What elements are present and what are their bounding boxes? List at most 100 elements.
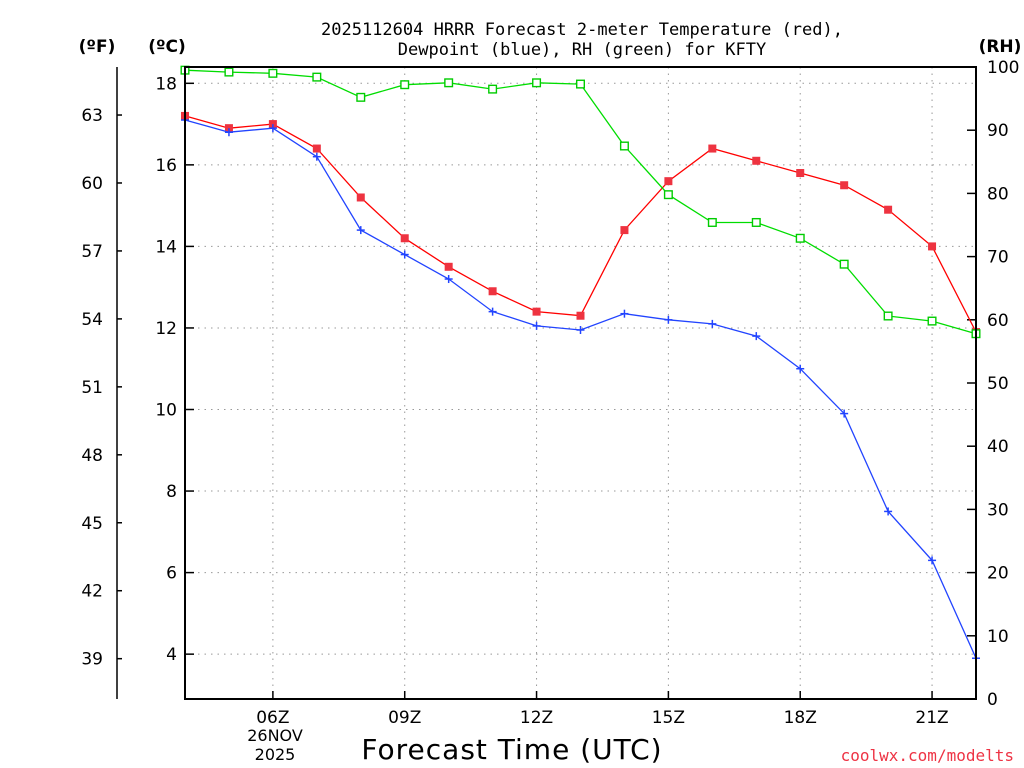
date-day-label: 26NOV	[247, 726, 303, 745]
series-layer	[180, 65, 981, 663]
time-tick-label: 12Z	[520, 708, 553, 728]
2-meter-temperature-point	[752, 156, 761, 165]
dewpoint-point	[884, 507, 893, 516]
celsius-unit-label: (ºC)	[148, 37, 186, 57]
fahrenheit-tick-label: 60	[81, 174, 103, 194]
fahrenheit-tick-label: 57	[81, 242, 103, 262]
rh-tick-label: 90	[987, 121, 1009, 141]
dewpoint-point	[664, 315, 673, 324]
2-meter-temperature-point	[884, 205, 893, 214]
rh-tick-label: 0	[987, 690, 998, 710]
celsius-tick-label: 12	[155, 319, 177, 339]
dewpoint-point	[356, 226, 365, 235]
fahrenheit-tick-label: 42	[81, 582, 103, 602]
time-tick-label: 18Z	[784, 708, 817, 728]
2-meter-temperature-point	[532, 307, 541, 316]
rh-point	[883, 311, 893, 321]
dewpoint-point	[400, 250, 409, 259]
dewpoint-point	[224, 128, 233, 137]
dewpoint-point	[840, 409, 849, 418]
2-meter-temperature-point	[576, 311, 585, 320]
rh-point	[839, 259, 849, 269]
dewpoint-line	[184, 119, 977, 659]
credit-text: coolwx.com/modelts	[841, 746, 1014, 765]
rh-tick-label: 100	[987, 58, 1019, 78]
2-meter-temperature-point	[224, 124, 233, 133]
celsius-tick-label: 6	[166, 564, 177, 584]
rh-point	[751, 217, 761, 227]
rh-tick-label: 40	[987, 437, 1009, 457]
fahrenheit-tick-label: 51	[81, 378, 103, 398]
rh-point	[312, 72, 322, 82]
rh-tick-label: 60	[987, 311, 1009, 331]
dewpoint-point	[752, 332, 761, 341]
dewpoint-point	[928, 556, 937, 565]
plot-frame	[184, 66, 977, 700]
rh-point	[795, 233, 805, 243]
2-meter-temperature-point	[488, 287, 497, 296]
celsius-tick-label: 18	[155, 74, 177, 94]
chart-title-line-2: Dewpoint (blue), RH (green) for KFTY	[398, 40, 766, 60]
2-meter-temperature-point	[928, 242, 937, 251]
rh-line	[184, 69, 977, 335]
rh-point	[707, 217, 717, 227]
dewpoint-point	[796, 364, 805, 373]
celsius-tick-label: 4	[166, 645, 177, 665]
2-meter-temperature-point	[664, 177, 673, 186]
rh-point	[356, 92, 366, 102]
dewpoint-point	[488, 307, 497, 316]
dewpoint-point	[708, 319, 717, 328]
celsius-tick-label: 8	[166, 482, 177, 502]
2-meter-temperature-point	[400, 234, 409, 243]
rh-unit-label: (RH)	[979, 37, 1022, 57]
fahrenheit-tick-label: 45	[81, 514, 103, 534]
rh-point	[927, 316, 937, 326]
time-axis: 06Z 09Z 12Z 15Z 18Z 21Z	[256, 691, 949, 728]
rh-point	[532, 78, 542, 88]
rh-point	[488, 84, 498, 94]
gridlines	[185, 67, 976, 699]
rh-axis: 0 10 20 30 40 50 60 70 80 90 100	[967, 58, 1019, 710]
rh-tick-label: 10	[987, 627, 1009, 647]
2-meter-temperature-point	[620, 226, 629, 235]
fahrenheit-tick-label: 39	[81, 650, 103, 670]
rh-point	[268, 68, 278, 78]
dewpoint-point	[620, 309, 629, 318]
celsius-tick-label: 14	[155, 237, 177, 257]
rh-point	[400, 80, 410, 90]
fahrenheit-unit-label: (ºF)	[79, 37, 116, 57]
dewpoint-point	[532, 321, 541, 330]
rh-tick-label: 70	[987, 248, 1009, 268]
rh-tick-label: 30	[987, 500, 1009, 520]
fahrenheit-tick-label: 54	[81, 310, 103, 330]
2-meter-temperature-point	[840, 181, 849, 190]
rh-tick-label: 20	[987, 564, 1009, 584]
rh-point	[224, 67, 234, 77]
celsius-tick-label: 10	[155, 401, 177, 421]
fahrenheit-tick-label: 48	[81, 446, 103, 466]
time-tick-label: 09Z	[388, 708, 421, 728]
2-meter-temperature-point	[312, 144, 321, 153]
rh-tick-label: 80	[987, 184, 1009, 204]
2-meter-temperature-point	[796, 169, 805, 178]
dewpoint-point	[312, 152, 321, 161]
time-tick-label: 06Z	[256, 708, 289, 728]
rh-point	[619, 141, 629, 151]
celsius-tick-label: 16	[155, 156, 177, 176]
2-meter-temperature-point	[356, 193, 365, 202]
dewpoint-point	[268, 124, 277, 133]
time-tick-label: 15Z	[652, 708, 685, 728]
rh-point	[444, 78, 454, 88]
time-tick-label: 21Z	[915, 708, 948, 728]
dewpoint-point	[444, 275, 453, 284]
2-meter-temperature-point	[444, 262, 453, 271]
date-year-label: 2025	[255, 745, 296, 764]
2-meter-temperature-point	[708, 144, 717, 153]
chart-title-line-1: 2025112604 HRRR Forecast 2-meter Tempera…	[321, 20, 843, 40]
fahrenheit-axis: 39 42 45 48 51 54 57 60 63	[81, 67, 122, 699]
dewpoint-point	[576, 325, 585, 334]
rh-point	[576, 79, 586, 89]
fahrenheit-tick-label: 63	[81, 106, 103, 126]
rh-tick-label: 50	[987, 374, 1009, 394]
